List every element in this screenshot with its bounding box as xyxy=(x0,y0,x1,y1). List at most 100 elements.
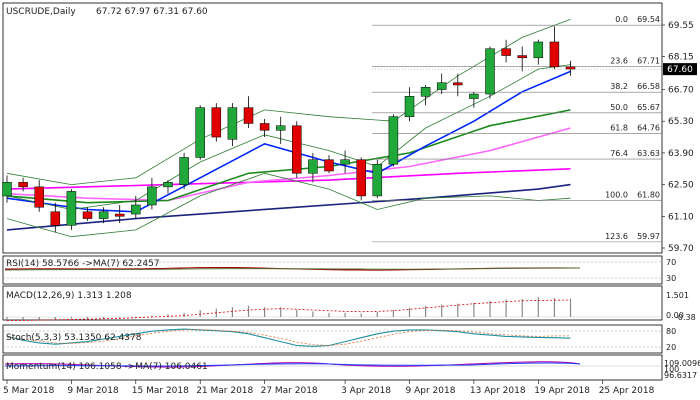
rsi-tick-70: 70 xyxy=(666,258,676,267)
candle-body-30 xyxy=(485,48,495,95)
stoch-tick-20: 20 xyxy=(666,343,676,352)
macd-tick-neg: -0.38 xyxy=(675,313,696,322)
candle-body-16 xyxy=(259,123,270,131)
date-tick-9: 25 Apr 2018 xyxy=(599,386,655,396)
momentum-ma-line xyxy=(4,362,581,367)
candle-body-8 xyxy=(131,204,141,215)
rsi-lines xyxy=(4,266,581,271)
stoch-title: Stoch(5,3,3) 53.1350 62.4378 xyxy=(6,333,142,343)
candle-body-9 xyxy=(147,186,157,206)
date-tick-5: 3 Apr 2018 xyxy=(341,386,391,396)
candle-body-22 xyxy=(356,159,366,197)
overlay-line-3 xyxy=(6,109,571,204)
price-tick-2: 66.70 xyxy=(668,86,694,96)
overlay-line-5 xyxy=(6,64,571,210)
candle-body-10 xyxy=(163,182,173,188)
fib-price-6: 61.80 xyxy=(637,190,660,199)
momentum-panel-frame xyxy=(2,354,663,381)
fib-ratio-6: 100.0 xyxy=(605,190,628,199)
date-tick-6: 9 Apr 2018 xyxy=(406,386,456,396)
macd-signal-line xyxy=(6,299,571,321)
price-tick-7: 59.70 xyxy=(668,244,694,254)
candle-body-18 xyxy=(292,125,302,174)
candle-body-21 xyxy=(340,159,350,165)
rsi-ma-line xyxy=(4,267,581,271)
price-axis: 69.55 68.15 66.70 65.30 63.90 62.50 61.10 59.70 xyxy=(372,21,694,254)
candle-body-19 xyxy=(308,159,318,174)
stoch-panel-frame xyxy=(2,324,663,354)
stoch-panel: Stoch(5,3,3) 53.1350 62.4378 80 20 xyxy=(2,324,676,354)
candle-body-33 xyxy=(533,41,544,59)
momentum-title: Momentum(14) 106.1058 ->MA(7) 106.0461 xyxy=(6,362,208,372)
macd-panel: MACD(12,26,9) 1.313 1.208 1.501 0.00 -0.… xyxy=(2,285,696,322)
candle-body-29 xyxy=(469,93,479,99)
price-tick-4: 63.90 xyxy=(668,149,694,159)
fib-ratio-0: 0.0 xyxy=(615,15,628,24)
macd-panel-frame xyxy=(2,285,663,321)
candle-body-28 xyxy=(453,82,463,86)
candle-body-11 xyxy=(179,157,189,185)
candle-body-6 xyxy=(98,211,109,219)
date-tick-0: 5 Mar 2018 xyxy=(3,386,55,396)
last-price-label: 67.60 xyxy=(667,65,693,75)
macd-tick-1501: 1.501 xyxy=(666,291,689,300)
momentum-panel: Momentum(14) 106.1058 ->MA(7) 106.0461 1… xyxy=(2,354,700,381)
rsi-tick-30: 30 xyxy=(666,274,676,283)
price-tick-1: 68.15 xyxy=(668,53,694,63)
price-tick-0: 69.55 xyxy=(668,21,694,31)
overlay-line-1 xyxy=(6,168,571,190)
fib-price-7: 59.97 xyxy=(637,232,660,241)
overlay-line-7 xyxy=(6,172,571,238)
price-tick-3: 65.30 xyxy=(668,117,694,127)
fib-ratio-4: 61.8 xyxy=(610,123,628,132)
last-price-tag: 67.60 xyxy=(663,63,697,76)
fib-price-2: 66.58 xyxy=(637,82,660,91)
rsi-title: RSI(14) 58.5766 ->MA(7) 62.2457 xyxy=(6,259,160,269)
macd-title: MACD(12,26,9) 1.313 1.208 xyxy=(6,291,132,301)
date-tick-3: 21 Mar 2018 xyxy=(196,386,253,396)
fib-price-5: 63.63 xyxy=(637,149,660,158)
candles-layer xyxy=(2,26,576,233)
candle-body-13 xyxy=(211,107,222,138)
momentum-tick-mid: 100 xyxy=(664,365,679,374)
macd-histogram xyxy=(6,297,572,322)
fib-price-1: 67.71 xyxy=(637,57,660,66)
candle-body-26 xyxy=(420,86,431,97)
momentum-tick-top: 109.0096 xyxy=(664,359,700,368)
candle-body-7 xyxy=(114,213,125,217)
candle-body-0 xyxy=(2,182,12,197)
fib-ratio-5: 76.4 xyxy=(610,149,628,158)
candle-body-17 xyxy=(275,125,286,131)
stoch-k-line xyxy=(6,328,571,347)
price-tick-6: 61.10 xyxy=(668,212,694,222)
candle-body-4 xyxy=(66,191,77,226)
candle-body-20 xyxy=(324,159,334,172)
date-tick-4: 27 Mar 2018 xyxy=(261,386,318,396)
candle-body-3 xyxy=(50,211,61,226)
candle-body-25 xyxy=(404,96,415,117)
candle-body-1 xyxy=(18,182,28,188)
fibonacci-layer: 0.0 69.54 23.6 67.71 38.2 66.58 50.0 65.67 61.8 6… xyxy=(372,15,662,243)
candle-body-23 xyxy=(372,163,383,197)
last-price-box xyxy=(663,63,697,76)
price-tick-5: 62.50 xyxy=(668,181,694,191)
stoch-tick-80: 80 xyxy=(666,327,676,336)
candle-body-24 xyxy=(388,116,399,165)
macd-tick-0: 0.00 xyxy=(666,311,684,320)
candle-body-12 xyxy=(195,107,205,158)
candle-body-15 xyxy=(243,107,254,124)
fib-ratio-7: 123.6 xyxy=(605,232,628,241)
fib-ratio-2: 38.2 xyxy=(610,82,628,91)
candle-body-27 xyxy=(436,82,447,90)
date-axis: 5 Mar 2018 9 Mar 2018 15 Mar 2018 21 Mar 20… xyxy=(3,380,655,396)
candle-body-34 xyxy=(549,41,560,68)
fib-ratio-1: 23.6 xyxy=(610,57,628,66)
date-tick-2: 15 Mar 2018 xyxy=(132,386,189,396)
candle-body-14 xyxy=(227,107,238,140)
stochastic-lines xyxy=(6,328,571,347)
date-tick-8: 19 Apr 2018 xyxy=(534,386,590,396)
fib-price-3: 65.67 xyxy=(637,103,660,112)
stoch-d-line xyxy=(6,329,571,346)
date-tick-1: 9 Mar 2018 xyxy=(67,386,119,396)
